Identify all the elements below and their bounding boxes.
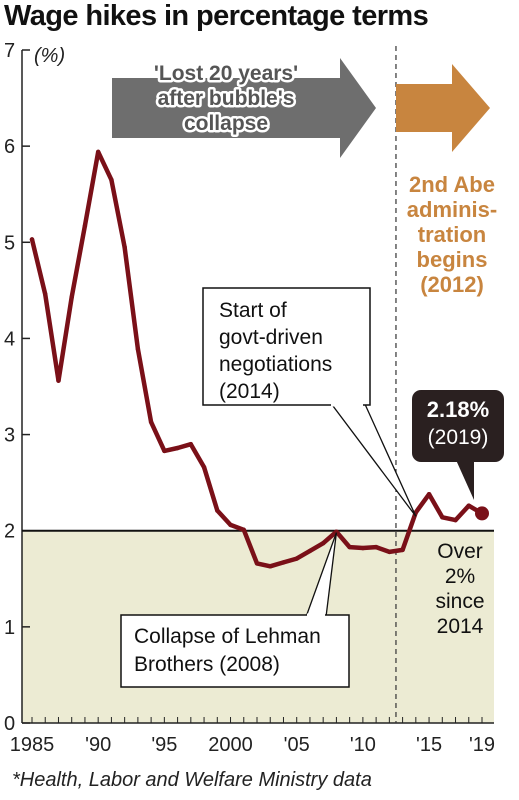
data-point <box>360 545 366 551</box>
callout-text-line: govt-driven <box>219 326 323 349</box>
data-point <box>281 560 286 565</box>
x-tick-label: '95 <box>151 734 177 756</box>
y-tick-label: 5 <box>4 232 15 254</box>
data-point <box>426 491 432 497</box>
x-tick-label: '05 <box>284 734 310 756</box>
data-point <box>387 549 392 555</box>
arrow-text-line: collapse <box>184 112 268 135</box>
last-year-label: (2019) <box>428 426 489 449</box>
abe-label-line: tration <box>418 222 486 247</box>
over-2pct-label-line: 2% <box>445 565 475 588</box>
y-tick-label: 2 <box>4 521 15 543</box>
callout-pointer <box>328 401 417 517</box>
data-point <box>400 547 405 553</box>
over-2pct-label-line: 2014 <box>437 615 484 638</box>
arrow-text-line: 'Lost 20 years' <box>154 62 298 85</box>
data-point <box>95 149 101 155</box>
x-tick-label: 1985 <box>10 734 55 756</box>
lost-20-years-arrow <box>112 58 376 158</box>
data-point <box>175 445 180 451</box>
last-value-label: 2.18% <box>427 397 489 422</box>
y-tick-label: 7 <box>4 40 15 62</box>
x-tick-label: '90 <box>85 734 111 756</box>
arrow-text-line: after bubble's <box>158 87 295 110</box>
data-point <box>201 465 207 470</box>
data-point <box>347 544 352 550</box>
data-point <box>69 294 74 300</box>
data-point <box>466 503 471 508</box>
data-point <box>307 548 313 554</box>
callout-text-line: negotiations <box>219 353 332 376</box>
source-footnote: *Health, Labor and Welfare Ministry data <box>12 769 372 791</box>
data-point <box>453 517 458 523</box>
x-tick-label: 2000 <box>208 734 253 756</box>
data-point <box>254 561 260 566</box>
y-axis-unit: (%) <box>34 45 65 67</box>
abe-label-line: adminis- <box>407 197 497 222</box>
chart-title: Wage hikes in percentage terms <box>4 0 429 32</box>
data-point <box>241 527 246 532</box>
y-tick-label: 1 <box>4 617 15 639</box>
data-point <box>109 177 114 182</box>
y-tick-label: 6 <box>4 136 15 158</box>
data-point <box>215 508 220 513</box>
arrow-text-halo: after bubble's <box>158 87 295 110</box>
data-point <box>56 378 61 383</box>
abe-label-line: (2012) <box>420 272 484 297</box>
data-point <box>373 544 379 550</box>
data-point <box>148 419 154 425</box>
abe-label-line: 2nd Abe <box>409 172 495 197</box>
abe-label-line: begins <box>417 247 488 272</box>
data-point <box>135 346 141 352</box>
over-2pct-label-line: Over <box>437 540 483 563</box>
callout-text-line: (2014) <box>219 380 280 403</box>
data-point <box>29 237 35 242</box>
callout-text-line: Start of <box>219 299 287 322</box>
y-tick-label: 4 <box>4 328 15 350</box>
data-point <box>440 515 445 520</box>
callout-box-govt-negotiations <box>202 287 371 406</box>
data-point <box>122 244 127 250</box>
callout-text-line: Brothers (2008) <box>134 653 280 676</box>
x-tick-label: '10 <box>350 734 376 756</box>
last-value-bubble-pointer <box>456 460 474 500</box>
data-point <box>228 522 233 528</box>
x-tick-label: '19 <box>469 734 495 756</box>
abe-arrow <box>396 64 490 152</box>
y-tick-label: 0 <box>4 713 15 735</box>
data-point <box>320 541 326 546</box>
arrow-text-halo: collapse <box>184 112 268 135</box>
data-point <box>162 448 167 454</box>
callout-box-lehman <box>120 614 350 688</box>
last-data-point <box>475 506 489 521</box>
data-point <box>82 223 88 229</box>
y-tick-label: 3 <box>4 425 15 447</box>
data-point <box>268 564 273 569</box>
last-value-bubble <box>412 390 504 462</box>
arrow-text-halo: 'Lost 20 years' <box>154 62 298 85</box>
data-point <box>294 556 299 561</box>
data-point <box>188 441 194 447</box>
x-tick-label: '15 <box>416 734 442 756</box>
data-point <box>334 529 339 534</box>
data-point <box>43 292 48 297</box>
over-2pct-label-line: since <box>435 590 484 613</box>
callout-text-line: Collapse of Lehman <box>134 625 321 648</box>
